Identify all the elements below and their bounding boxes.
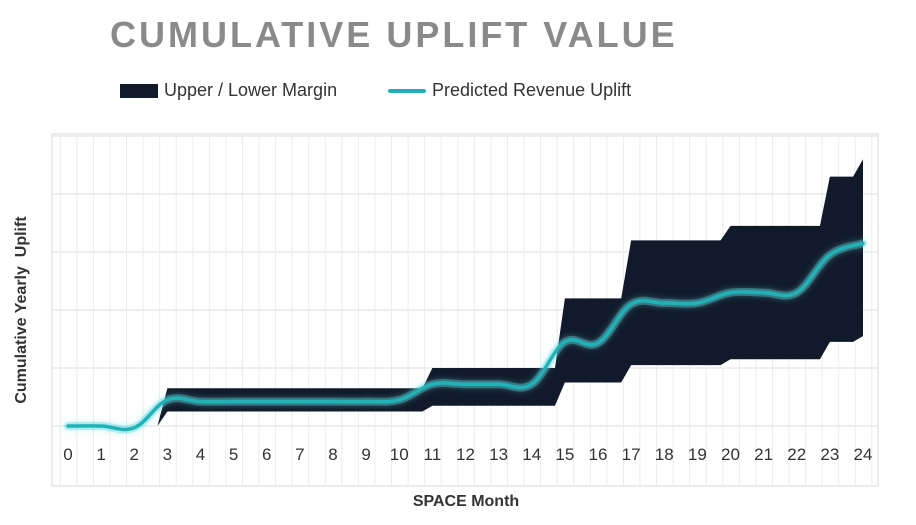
x-tick-label: 10 — [390, 445, 409, 464]
x-tick-label: 5 — [229, 445, 238, 464]
x-tick-label: 1 — [96, 445, 105, 464]
x-tick-label: 3 — [163, 445, 172, 464]
x-tick-label: 14 — [522, 445, 541, 464]
x-tick-label: 20 — [721, 445, 740, 464]
margin-band — [68, 159, 863, 426]
legend-item-predicted: Predicted Revenue Uplift — [388, 80, 631, 101]
legend-label-predicted: Predicted Revenue Uplift — [432, 80, 632, 100]
x-tick-label: 13 — [489, 445, 508, 464]
legend-item-margin: Upper / Lower Margin — [120, 80, 337, 101]
x-tick-label: 0 — [63, 445, 72, 464]
x-tick-label: 19 — [688, 445, 707, 464]
x-tick-label: 4 — [196, 445, 205, 464]
x-tick-label: 17 — [622, 445, 641, 464]
x-tick-label: 9 — [361, 445, 370, 464]
legend-swatch-line — [388, 88, 426, 93]
chart-title: CUMULATIVE UPLIFT VALUE — [110, 14, 678, 55]
x-axis-label: SPACE Month — [413, 493, 519, 510]
x-tick-label: 7 — [295, 445, 304, 464]
x-tick-label: 22 — [787, 445, 806, 464]
legend-label-margin: Upper / Lower Margin — [164, 80, 338, 100]
legend-swatch-band — [120, 83, 158, 98]
x-tick-label: 23 — [820, 445, 839, 464]
x-tick-label: 15 — [555, 445, 574, 464]
x-tick-label: 11 — [424, 445, 442, 464]
predicted-line — [66, 241, 865, 432]
x-tick-label: 6 — [262, 445, 271, 464]
x-tick-label: 21 — [754, 445, 773, 464]
x-tick-label: 12 — [456, 445, 475, 464]
x-tick-label: 18 — [655, 445, 674, 464]
x-tick-label: 16 — [589, 445, 608, 464]
x-tick-label: 24 — [854, 445, 873, 464]
x-tick-label: 2 — [130, 445, 139, 464]
y-axis-label: Cumulative Yearly Uplift — [13, 216, 30, 404]
x-tick-label: 8 — [328, 445, 337, 464]
